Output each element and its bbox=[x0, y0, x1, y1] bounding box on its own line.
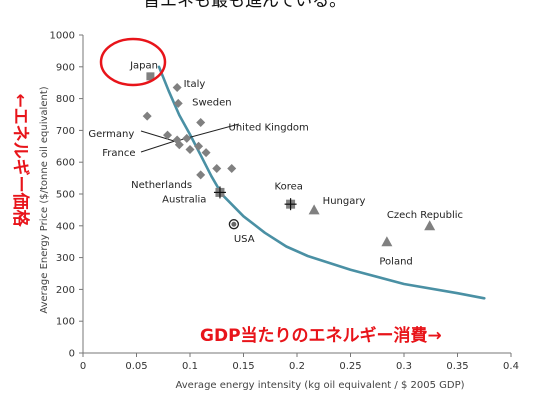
data-point-triangle bbox=[381, 236, 393, 247]
data-point-triangle bbox=[424, 220, 436, 231]
data-point-diamond bbox=[196, 170, 206, 180]
x-tick-label: 0.3 bbox=[396, 361, 412, 372]
x-tick-label: 0.1 bbox=[182, 361, 198, 372]
curve-layer bbox=[157, 65, 486, 300]
labels-layer: Japan Italy Sweden Germany United Kingdom Fra… bbox=[88, 61, 463, 268]
y-tick-label: 600 bbox=[56, 158, 75, 169]
x-tick-label: 0.15 bbox=[232, 361, 254, 372]
point-label: France bbox=[102, 148, 135, 159]
x-tick-label: 0.25 bbox=[339, 361, 361, 372]
data-point-diamond bbox=[174, 140, 184, 150]
data-point-triangle bbox=[308, 204, 320, 215]
data-point-circle bbox=[228, 219, 240, 230]
data-point-diamond bbox=[163, 130, 173, 140]
point-label: Sweden bbox=[192, 97, 232, 108]
x-tick-label: 0.35 bbox=[446, 361, 468, 372]
point-label: Korea bbox=[275, 182, 303, 193]
fit-curve bbox=[157, 65, 486, 300]
data-point-square-cross bbox=[213, 186, 226, 199]
points-layer bbox=[142, 72, 436, 247]
data-point-diamond bbox=[173, 98, 183, 108]
y-axis-title: Average Energy Price ($/tonne oil equiva… bbox=[39, 86, 50, 313]
leader-line bbox=[140, 130, 175, 142]
y-tick-label: 400 bbox=[56, 221, 75, 232]
x-tick-label: 0.05 bbox=[125, 361, 147, 372]
annotation-energy-price: ←エネルギー価格 bbox=[10, 93, 31, 227]
y-tick-label: 200 bbox=[56, 285, 75, 296]
leader-line bbox=[140, 139, 179, 153]
point-label: Italy bbox=[184, 79, 206, 90]
point-label: Germany bbox=[88, 129, 134, 140]
point-label: Australia bbox=[162, 194, 206, 205]
data-point-square bbox=[146, 72, 155, 81]
point-label: United Kingdom bbox=[229, 123, 309, 134]
point-label: Czech Republic bbox=[387, 210, 463, 221]
x-tick-label: 0 bbox=[80, 361, 86, 372]
x-tick-label: 0.4 bbox=[503, 361, 519, 372]
y-tick-label: 300 bbox=[56, 253, 75, 264]
x-axis-title: Average energy intensity (kg oil equival… bbox=[176, 380, 465, 391]
data-point-diamond bbox=[201, 148, 211, 158]
point-label: Poland bbox=[379, 256, 412, 267]
y-tick-label: 700 bbox=[56, 126, 75, 137]
data-point-square-cross bbox=[284, 198, 297, 211]
point-label: USA bbox=[234, 234, 255, 245]
y-tick-label: 0 bbox=[69, 349, 75, 360]
japan-highlight-circle bbox=[99, 37, 167, 87]
point-label: Japan bbox=[129, 61, 158, 72]
y-tick-label: 900 bbox=[56, 62, 75, 73]
data-point-diamond bbox=[142, 111, 152, 121]
ticks: 0 0.05 0.1 0.15 0.2 0.25 0.3 0.35 0.4 0 100 200 300 4… bbox=[50, 31, 519, 373]
annotation-gdp-energy: GDP当たりのエネルギー消費→ bbox=[200, 325, 442, 346]
data-point-diamond bbox=[194, 141, 204, 151]
x-tick-label: 0.2 bbox=[289, 361, 305, 372]
point-label: Hungary bbox=[323, 196, 366, 207]
y-tick-label: 100 bbox=[56, 317, 75, 328]
y-tick-label: 1000 bbox=[50, 31, 75, 42]
data-point-diamond bbox=[196, 117, 206, 127]
y-tick-label: 800 bbox=[56, 94, 75, 105]
data-point-diamond bbox=[227, 164, 237, 174]
data-point-diamond bbox=[172, 82, 182, 92]
point-label: Netherlands bbox=[131, 180, 192, 191]
data-point-diamond bbox=[212, 164, 222, 174]
y-tick-label: 500 bbox=[56, 190, 75, 201]
data-point-diamond bbox=[185, 144, 195, 154]
data-point-diamond bbox=[182, 133, 192, 143]
header-text: 皆エネも最も進んでいる。 bbox=[143, 0, 346, 11]
